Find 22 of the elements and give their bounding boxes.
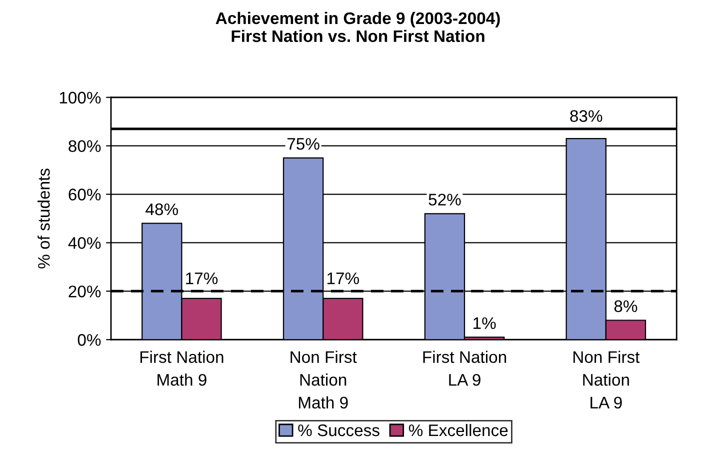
y-axis-title: % of students [38, 168, 50, 268]
data-label: 17% [186, 272, 218, 284]
y-tick-label: 40% [68, 237, 101, 249]
legend-label: % Success [298, 424, 380, 436]
x-tick-label: Non First Nation LA 9 [573, 350, 640, 409]
y-tick-label: 80% [68, 140, 101, 152]
x-tick-label: First Nation LA 9 [423, 350, 506, 386]
data-label: 75% [287, 138, 320, 150]
data-label: 8% [614, 300, 638, 312]
data-label: 48% [146, 203, 178, 216]
data-label: 17% [327, 272, 359, 284]
legend-label: % Excellence [408, 424, 508, 436]
y-tick-label: 20% [68, 286, 101, 298]
chart-title: Achievement in Grade 9 (2003-2004) First Nation vs. Non First Nation [216, 12, 500, 42]
x-tick-label: First Nation Math 9 [140, 350, 224, 386]
y-tick-label: 60% [68, 188, 101, 200]
data-label: 1% [474, 317, 496, 329]
data-label: 83% [570, 110, 602, 122]
x-tick-label: Non First Nation Math 9 [290, 350, 357, 409]
y-tick-label: 100% [60, 92, 101, 104]
y-tick-label: 0% [78, 334, 101, 346]
data-label: 52% [428, 194, 461, 206]
